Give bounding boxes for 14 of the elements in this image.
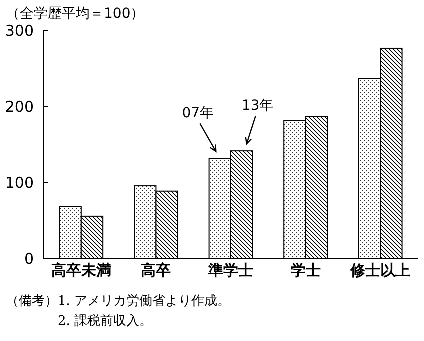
text: 2. 課税前収入。 [58,314,153,329]
text: 07年 [182,106,214,122]
x-tick-label: 高卒 [141,262,172,280]
y-tick-label: 200 [5,98,34,116]
y-tick-label: 0 [24,250,34,268]
y-tick-label: 300 [5,22,34,40]
y-tick-label: 100 [5,174,34,192]
x-tick-label: 学士 [290,262,321,280]
x-tick-label: 高卒未満 [51,262,112,280]
x-tick-label: 準学士 [208,262,254,280]
x-tick-label: 修士以上 [350,262,411,280]
text: （備考）1. アメリカ労働省より作成。 [6,294,231,309]
text: 13年 [242,98,274,114]
y-axis-title: （全学歴平均＝100） [6,6,145,22]
